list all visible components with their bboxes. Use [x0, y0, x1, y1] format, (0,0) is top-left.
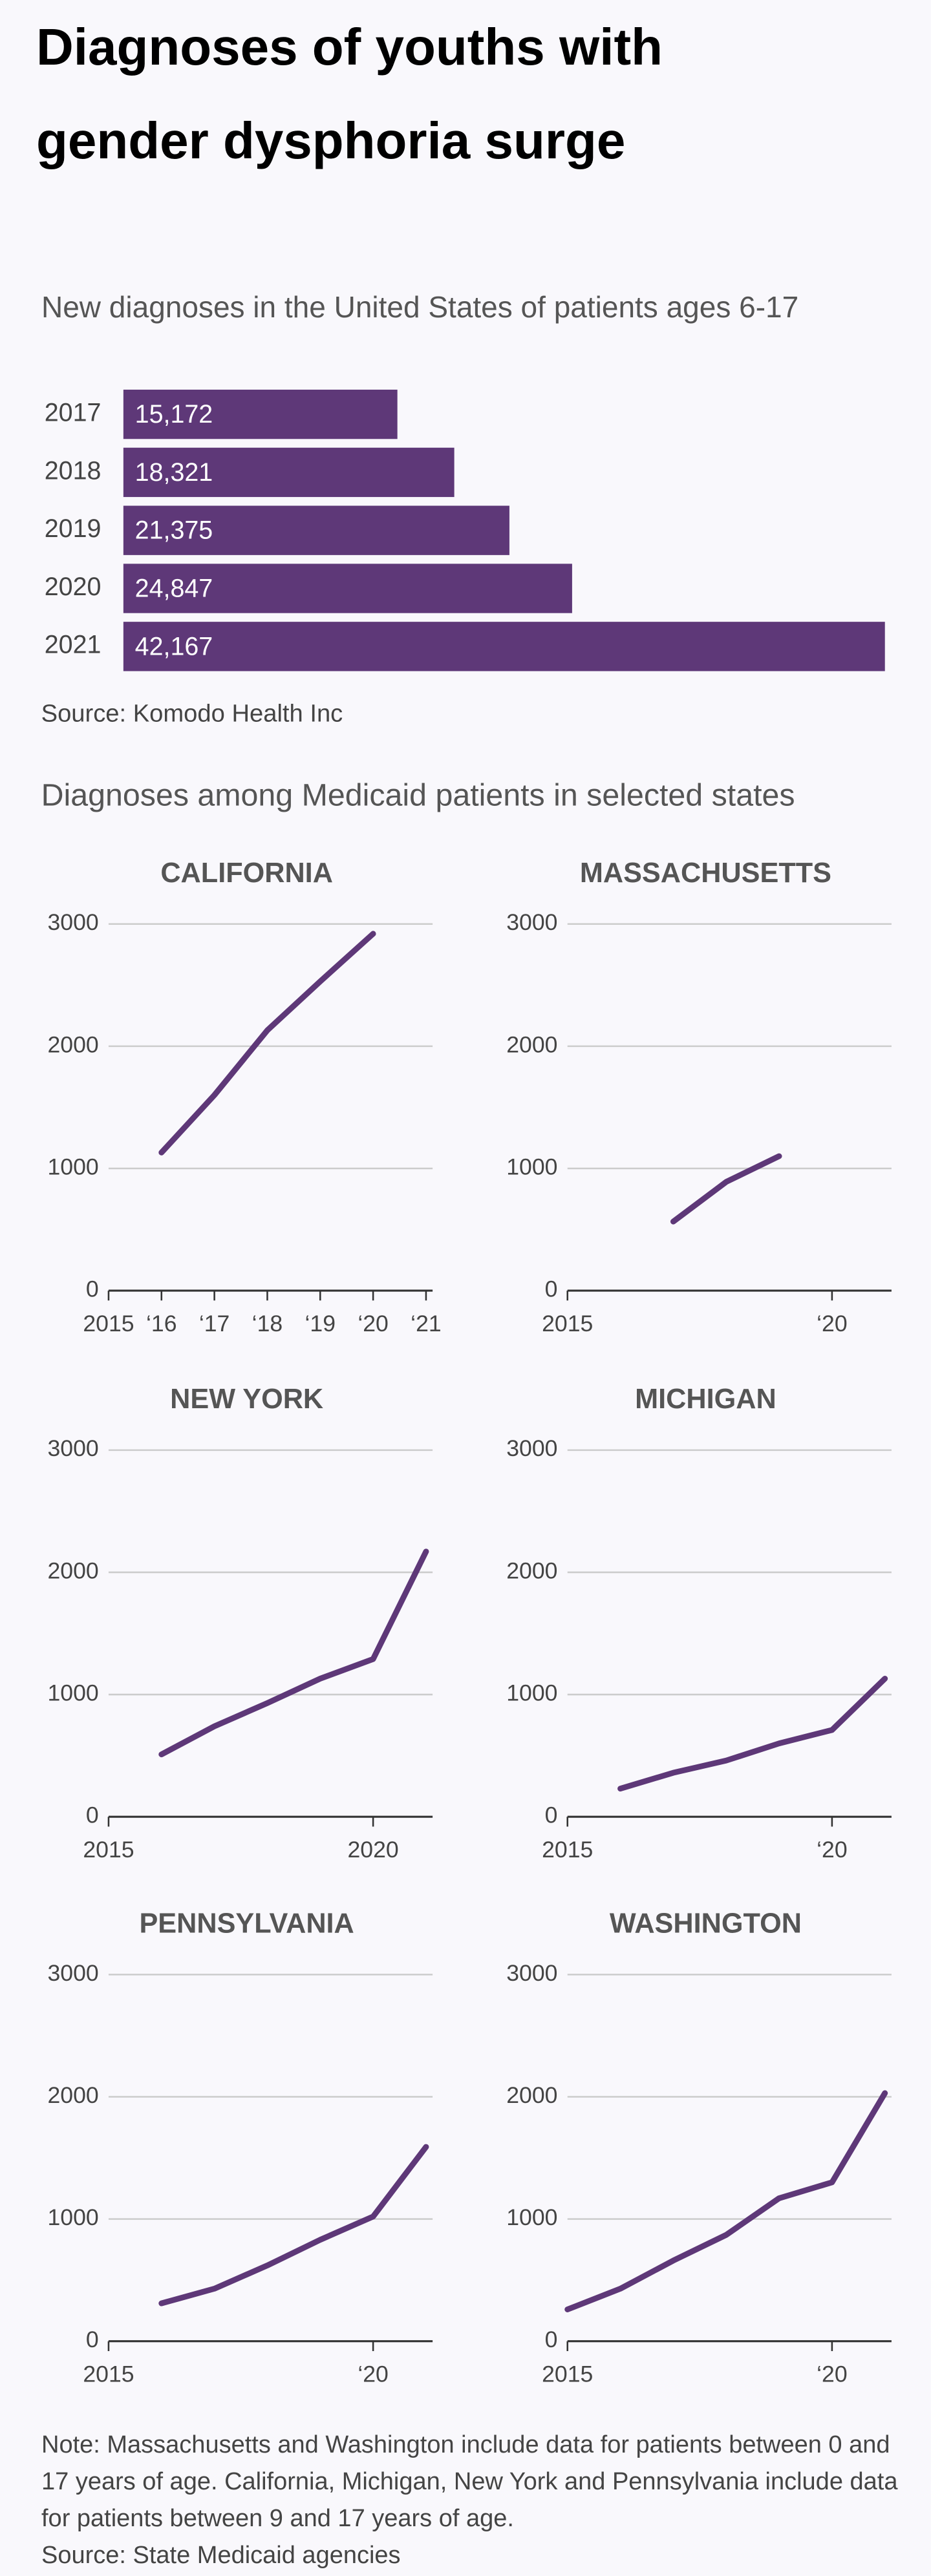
data-line — [670, 1153, 782, 1225]
x-tick-label: ‘20 — [817, 1311, 848, 1336]
x-tick-label: 2015 — [542, 1837, 593, 1863]
y-tick-label: 1000 — [506, 1680, 557, 1705]
x-tick-label: 2015 — [542, 2361, 593, 2387]
y-tick-label: 1000 — [47, 2204, 98, 2230]
x-tick-label: 2015 — [542, 1311, 593, 1336]
y-tick-label: 3000 — [506, 909, 557, 935]
x-tick-label: ‘19 — [305, 1311, 336, 1336]
y-tick-label: 1000 — [47, 1680, 98, 1705]
value-label: 24,847 — [135, 574, 213, 602]
panel-title: MICHIGAN — [635, 1384, 776, 1415]
y-tick-label: 2000 — [506, 1031, 557, 1057]
panel-title: PENNSYLVANIA — [139, 1908, 354, 1939]
page-title: Diagnoses of youths with gender dysphori… — [36, 18, 663, 169]
y-tick-label: 2000 — [47, 1557, 98, 1583]
y-tick-label: 3000 — [47, 1960, 98, 1986]
y-tick-label: 3000 — [506, 1435, 557, 1461]
y-tick-label: 3000 — [506, 1960, 557, 1986]
panel-title: CALIFORNIA — [160, 858, 333, 889]
y-tick-label: 2000 — [47, 2082, 98, 2108]
y-tick-label: 2018 — [45, 456, 102, 485]
y-tick-label: 2000 — [506, 1557, 557, 1583]
notes: Note: Massachusetts and Washington inclu… — [41, 2427, 901, 2574]
source: Source: Komodo Health Inc — [41, 700, 343, 728]
value-label: 15,172 — [135, 400, 213, 428]
bar — [123, 622, 885, 671]
value-label: 42,167 — [135, 632, 213, 660]
x-tick-label: 2015 — [83, 1837, 134, 1863]
x-tick-label: 2020 — [348, 1837, 399, 1863]
y-tick-label: 2017 — [45, 399, 102, 427]
y-tick-label: 0 — [86, 1276, 99, 1302]
y-tick-label: 2000 — [47, 1031, 98, 1057]
y-tick-label: 1000 — [506, 2204, 557, 2230]
x-tick-label: 2015 — [83, 1311, 134, 1336]
data-line — [617, 1676, 888, 1792]
y-tick-label: 3000 — [47, 909, 98, 935]
y-tick-label: 2020 — [45, 573, 102, 601]
y-tick-label: 2021 — [45, 631, 102, 659]
y-tick-label: 2019 — [45, 514, 102, 543]
panel-title: WASHINGTON — [610, 1908, 802, 1939]
data-line — [564, 2090, 888, 2312]
value-label: 18,321 — [135, 458, 213, 487]
x-tick-label: ‘20 — [358, 2361, 389, 2387]
x-tick-label: ‘16 — [146, 1311, 177, 1336]
note: Note: Massachusetts and Washington inclu… — [41, 2431, 898, 2532]
y-tick-label: 2000 — [506, 2082, 557, 2108]
bar — [123, 505, 509, 555]
data-line — [158, 1548, 429, 1758]
x-tick-label: ‘21 — [411, 1311, 442, 1336]
bar — [123, 564, 572, 613]
source: Source: State Medicaid agencies — [41, 2542, 401, 2569]
data-line — [158, 2144, 429, 2307]
bar — [123, 447, 455, 498]
y-tick-label: 0 — [545, 2327, 558, 2352]
x-tick-label: ‘20 — [817, 2361, 848, 2387]
y-tick-label: 0 — [545, 1276, 558, 1302]
y-tick-label: 1000 — [506, 1154, 557, 1179]
x-tick-label: ‘17 — [199, 1311, 230, 1336]
panel-title: NEW YORK — [170, 1384, 323, 1415]
data-line — [158, 931, 376, 1156]
x-tick-label: ‘20 — [358, 1311, 389, 1336]
value-label: 21,375 — [135, 516, 213, 545]
x-tick-label: ‘18 — [252, 1311, 283, 1336]
y-tick-label: 1000 — [47, 1154, 98, 1179]
y-tick-label: 0 — [86, 2327, 99, 2352]
x-tick-label: ‘20 — [817, 1837, 848, 1863]
bar — [123, 389, 398, 439]
y-tick-label: 0 — [545, 1802, 558, 1828]
bar-chart-title: New diagnoses in the United States of pa… — [41, 290, 799, 324]
panel-title: MASSACHUSETTS — [580, 858, 831, 889]
y-tick-label: 0 — [86, 1802, 99, 1828]
y-tick-label: 3000 — [47, 1435, 98, 1461]
x-tick-label: 2015 — [83, 2361, 134, 2387]
section-title: Diagnoses among Medicaid patients in sel… — [41, 778, 795, 813]
